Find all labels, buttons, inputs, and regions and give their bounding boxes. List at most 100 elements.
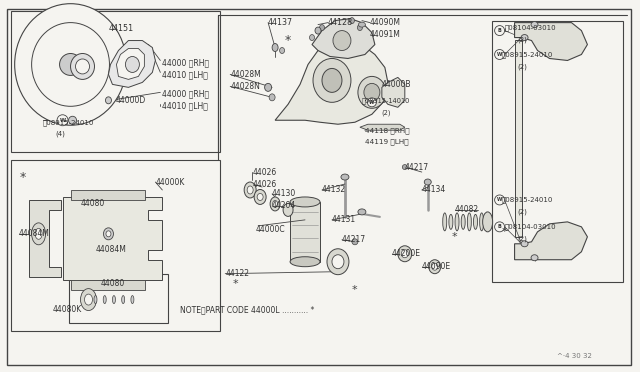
Text: 44010 〈LH〉: 44010 〈LH〉 xyxy=(163,70,208,79)
Ellipse shape xyxy=(125,57,140,73)
Ellipse shape xyxy=(341,174,349,180)
Text: 44090M: 44090M xyxy=(370,18,401,27)
Polygon shape xyxy=(29,200,61,277)
Ellipse shape xyxy=(106,231,111,237)
Ellipse shape xyxy=(313,58,351,102)
Ellipse shape xyxy=(94,296,97,304)
Ellipse shape xyxy=(244,182,256,198)
Ellipse shape xyxy=(358,22,365,27)
Text: *: * xyxy=(20,170,26,183)
Bar xyxy=(515,39,522,237)
Ellipse shape xyxy=(264,83,271,92)
Text: Ⓑ08104-03010: Ⓑ08104-03010 xyxy=(504,224,556,230)
Ellipse shape xyxy=(270,197,280,211)
Ellipse shape xyxy=(310,35,314,41)
Ellipse shape xyxy=(531,22,538,28)
Text: Ⓦ08915-14010: Ⓦ08915-14010 xyxy=(362,97,410,104)
Ellipse shape xyxy=(319,25,324,31)
Ellipse shape xyxy=(273,201,278,208)
Ellipse shape xyxy=(424,179,431,185)
Ellipse shape xyxy=(479,213,484,231)
Bar xyxy=(100,234,136,262)
Text: 44000C: 44000C xyxy=(255,225,285,234)
Circle shape xyxy=(495,222,504,232)
Text: 44091M: 44091M xyxy=(370,30,401,39)
Ellipse shape xyxy=(15,4,127,125)
Ellipse shape xyxy=(322,68,342,92)
Bar xyxy=(290,202,320,262)
Ellipse shape xyxy=(103,296,106,304)
Circle shape xyxy=(495,195,504,205)
Text: 44028N: 44028N xyxy=(230,82,260,91)
Ellipse shape xyxy=(398,246,412,262)
Ellipse shape xyxy=(31,223,45,245)
Text: 44000K: 44000K xyxy=(156,177,185,186)
Text: 44080: 44080 xyxy=(81,199,105,208)
Circle shape xyxy=(367,98,376,107)
Text: Ⓦ08915-24010: Ⓦ08915-24010 xyxy=(43,119,94,125)
Text: 44137: 44137 xyxy=(268,18,293,27)
Text: 44080: 44080 xyxy=(100,279,125,288)
Ellipse shape xyxy=(122,296,125,304)
Polygon shape xyxy=(116,48,145,79)
Ellipse shape xyxy=(327,249,349,275)
Ellipse shape xyxy=(131,296,134,304)
Text: 44000D: 44000D xyxy=(115,96,146,105)
Ellipse shape xyxy=(254,189,266,205)
Text: 44119 〈LH〉: 44119 〈LH〉 xyxy=(365,139,408,145)
Bar xyxy=(11,160,220,331)
Ellipse shape xyxy=(60,54,81,76)
Text: 44132: 44132 xyxy=(322,186,346,195)
Text: 44080K: 44080K xyxy=(52,305,82,314)
Ellipse shape xyxy=(531,255,538,261)
Ellipse shape xyxy=(429,260,441,274)
Text: W: W xyxy=(369,100,374,105)
Ellipse shape xyxy=(443,213,447,231)
Ellipse shape xyxy=(247,186,253,194)
Text: W: W xyxy=(497,198,502,202)
Text: *: * xyxy=(232,279,238,289)
Text: 44084M: 44084M xyxy=(19,229,49,238)
Text: (2): (2) xyxy=(518,235,527,242)
Bar xyxy=(29,210,49,267)
Text: *: * xyxy=(452,232,458,242)
Ellipse shape xyxy=(106,97,111,104)
Ellipse shape xyxy=(358,209,366,215)
Bar xyxy=(68,274,168,324)
Polygon shape xyxy=(108,41,156,87)
Ellipse shape xyxy=(31,23,109,106)
Ellipse shape xyxy=(84,294,93,305)
Ellipse shape xyxy=(467,213,471,231)
Text: 44010 〈LH〉: 44010 〈LH〉 xyxy=(163,102,208,111)
Ellipse shape xyxy=(357,25,362,31)
Text: *: * xyxy=(502,227,508,237)
Text: 44130: 44130 xyxy=(272,189,296,199)
Ellipse shape xyxy=(352,239,358,245)
Text: 44000 〈RH〉: 44000 〈RH〉 xyxy=(163,58,209,67)
Ellipse shape xyxy=(401,250,408,258)
Text: 44217: 44217 xyxy=(342,235,366,244)
Bar xyxy=(11,11,220,152)
Ellipse shape xyxy=(272,44,278,51)
Text: 44028M: 44028M xyxy=(230,70,261,79)
Text: 44134: 44134 xyxy=(422,186,446,195)
Ellipse shape xyxy=(76,59,90,74)
Ellipse shape xyxy=(257,193,263,201)
Text: 44131: 44131 xyxy=(332,215,356,224)
Text: (2): (2) xyxy=(382,109,392,116)
Ellipse shape xyxy=(432,263,438,270)
Ellipse shape xyxy=(364,83,380,101)
Text: (2): (2) xyxy=(518,36,527,43)
Ellipse shape xyxy=(449,214,453,229)
Polygon shape xyxy=(70,190,145,200)
Text: (2): (2) xyxy=(518,63,527,70)
Polygon shape xyxy=(312,19,375,58)
Polygon shape xyxy=(222,160,518,299)
Circle shape xyxy=(495,49,504,60)
Ellipse shape xyxy=(474,214,477,229)
Text: NOTE、PART CODE 44000L ........... *: NOTE、PART CODE 44000L ........... * xyxy=(180,305,315,314)
Ellipse shape xyxy=(283,203,293,217)
Ellipse shape xyxy=(521,35,528,41)
Ellipse shape xyxy=(113,296,115,304)
Text: 44204: 44204 xyxy=(272,201,296,211)
